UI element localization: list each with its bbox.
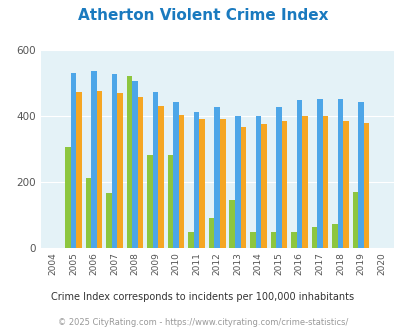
Bar [301,115,307,248]
Bar [275,107,281,248]
Bar [76,92,81,248]
Bar [337,99,342,248]
Bar [311,227,316,248]
Bar [331,224,337,248]
Bar [117,93,123,248]
Bar [249,232,255,248]
Bar [194,112,199,248]
Bar [281,121,286,248]
Bar [342,121,348,248]
Bar [229,200,234,248]
Bar [106,193,111,248]
Bar [173,102,179,248]
Bar [199,119,205,248]
Bar [132,81,138,248]
Bar [290,232,296,248]
Bar [234,115,240,248]
Bar [352,192,357,248]
Bar [91,71,96,248]
Bar [138,97,143,248]
Bar [363,123,369,248]
Bar [152,92,158,248]
Bar [322,116,327,248]
Bar [179,115,184,248]
Bar [70,73,76,248]
Text: Crime Index corresponds to incidents per 100,000 inhabitants: Crime Index corresponds to incidents per… [51,292,354,302]
Bar [240,127,245,248]
Bar [316,99,322,248]
Bar [296,100,301,248]
Bar [96,91,102,248]
Bar [167,155,173,248]
Bar [188,232,194,248]
Bar [158,106,164,248]
Bar [111,74,117,248]
Bar [209,218,214,248]
Bar [220,119,225,248]
Bar [214,107,220,248]
Bar [85,178,91,248]
Bar [147,155,152,248]
Bar [65,147,70,248]
Bar [255,115,260,248]
Bar [357,102,363,248]
Text: Atherton Violent Crime Index: Atherton Violent Crime Index [78,8,327,23]
Bar [270,232,275,248]
Bar [126,76,132,248]
Bar [260,124,266,248]
Text: © 2025 CityRating.com - https://www.cityrating.com/crime-statistics/: © 2025 CityRating.com - https://www.city… [58,318,347,327]
